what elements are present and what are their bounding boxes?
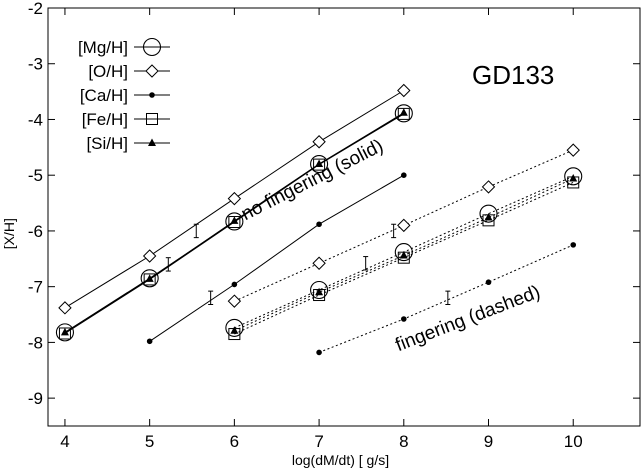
y-axis-ticks: -2 -3 -4 -5 -6 -7 -8 -9	[28, 0, 640, 408]
legend-label: [Mg/H]	[78, 38, 128, 57]
mg-h-no-fingering-point	[55, 323, 74, 342]
plot-series	[55, 83, 583, 356]
mg-h-fingering-point	[225, 318, 244, 337]
ca-h-fingering-point	[570, 242, 577, 248]
ca-h-fingering-point	[316, 349, 322, 356]
mg-h-no-fingering-point	[310, 155, 329, 174]
error-bar	[165, 257, 171, 272]
mg-h-fingering-point	[479, 204, 498, 223]
legend-marker	[148, 138, 156, 146]
y-tick-label: -5	[28, 166, 43, 185]
o-h-no-fingering-series	[58, 83, 411, 315]
legend-item-si-h: [Si/H]	[86, 134, 170, 153]
legend-item-o-h: [O/H]	[88, 62, 170, 81]
ca-h-no-fingering-series	[146, 172, 407, 345]
o-h-no-fingering-point	[227, 191, 242, 206]
ca-h-fingering-line	[318, 244, 574, 353]
y-tick-label: -9	[28, 389, 43, 408]
x-tick-label: 8	[399, 432, 408, 451]
si-h-fingering-series	[230, 174, 578, 334]
o-h-fingering-point	[397, 218, 411, 233]
legend-marker	[145, 64, 159, 78]
mg-h-no-fingering-point	[140, 269, 159, 288]
error-bar	[363, 256, 369, 271]
annotation-no-fingering-solid: no fingering (solid)	[238, 135, 387, 225]
si-h-fingering-point	[569, 174, 578, 182]
ca-h-no-fingering-point	[146, 338, 153, 345]
chart-title: GD133	[472, 60, 554, 90]
legend-item-mg-h: [Mg/H]	[78, 37, 170, 57]
y-tick-label: -3	[28, 55, 43, 74]
x-tick-label: 6	[230, 432, 239, 451]
y-tick-label: -6	[28, 222, 43, 241]
y-axis-label: [X/H]	[1, 218, 17, 249]
si-h-fingering-point	[315, 287, 324, 296]
error-bars	[165, 223, 451, 306]
legend-label: [Fe/H]	[82, 110, 128, 129]
ca-h-no-fingering-point	[231, 281, 238, 288]
legend-label: [Ca/H]	[80, 86, 128, 105]
plot-frame	[47, 7, 641, 427]
si-h-fingering-point	[230, 326, 239, 334]
si-h-no-fingering-point	[230, 216, 239, 224]
ca-h-fingering-point	[485, 279, 492, 286]
x-axis-label: log(dM/dt) [ g/s]	[292, 452, 389, 468]
y-tick-label: -7	[28, 278, 43, 297]
legend-item-fe-h: [Fe/H]	[82, 110, 170, 129]
ca-h-no-fingering-line	[149, 174, 405, 342]
si-h-no-fingering-point	[60, 327, 69, 336]
error-bar	[208, 290, 214, 306]
si-h-no-fingering-series	[60, 108, 408, 336]
si-h-fingering-point	[484, 213, 493, 221]
legend-label: [Si/H]	[86, 134, 128, 153]
x-tick-label: 10	[564, 432, 583, 451]
o-h-fingering-series	[227, 143, 580, 308]
fe-h-no-fingering-point	[313, 158, 326, 171]
si-h-no-fingering-point	[399, 108, 408, 116]
ca-h-no-fingering-point	[316, 221, 322, 228]
mg-h-no-fingering-point	[394, 104, 413, 123]
error-bar	[391, 223, 397, 239]
o-h-fingering-point	[227, 294, 242, 308]
legend-marker	[146, 113, 158, 125]
x-tick-label: 5	[145, 432, 154, 451]
y-tick-label: -4	[28, 110, 43, 129]
legend-marker	[142, 37, 162, 57]
x-tick-label: 9	[484, 432, 493, 451]
si-h-no-fingering-point	[315, 159, 324, 168]
o-h-fingering-point	[312, 256, 326, 270]
o-h-fingering-point	[481, 180, 496, 194]
si-h-fingering-point	[399, 250, 408, 259]
si-h-no-fingering-point	[145, 274, 154, 282]
o-h-no-fingering-point	[142, 249, 157, 263]
o-h-no-fingering-point	[58, 301, 72, 315]
ca-h-fingering-point	[401, 316, 407, 322]
annotation-fingering-dashed: fingering (dashed)	[393, 282, 544, 356]
legend-label: [O/H]	[88, 62, 128, 81]
legend-item-ca-h: [Ca/H]	[80, 86, 170, 105]
mg-h-fingering-point	[564, 167, 583, 186]
error-bar	[193, 223, 199, 239]
o-h-no-fingering-point	[312, 135, 326, 149]
error-bar	[445, 290, 451, 306]
mg-h-fingering-point	[310, 280, 329, 300]
ca-h-no-fingering-point	[401, 172, 407, 178]
x-tick-label: 7	[314, 432, 323, 451]
legend: [Mg/H] [O/H] [Ca/H] [Fe/H] [Si/H]	[78, 37, 170, 153]
fe-h-no-fingering-point	[143, 273, 156, 286]
y-tick-label: -8	[28, 333, 43, 352]
annotations: no fingering (solid)fingering (dashed)	[238, 135, 543, 356]
ca-h-fingering-series	[316, 242, 577, 356]
mg-h-no-fingering-point	[225, 212, 244, 231]
o-h-fingering-point	[566, 143, 580, 157]
o-h-no-fingering-point	[397, 83, 411, 98]
x-axis-ticks: 4 5 6 7 8 9 10	[60, 8, 583, 451]
legend-marker	[149, 92, 155, 98]
y-tick-label: -2	[28, 0, 43, 18]
x-tick-label: 4	[60, 432, 69, 451]
